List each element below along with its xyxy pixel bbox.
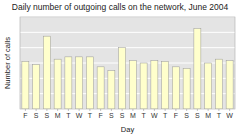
x-tick — [100, 109, 101, 111]
bar — [183, 68, 190, 109]
bar — [162, 61, 169, 109]
plot-frame — [20, 17, 235, 109]
x-tick — [68, 109, 69, 111]
x-tick-label: M — [130, 112, 136, 119]
bar — [151, 61, 158, 109]
x-tick-label: W — [226, 112, 233, 119]
x-tick — [218, 109, 219, 111]
x-tick-label: T — [217, 112, 222, 119]
bar — [97, 67, 104, 109]
bar — [33, 65, 40, 109]
x-tick-label: T — [88, 112, 93, 119]
bar — [86, 57, 93, 109]
chart-container: FSSMTWTFSSMTWTFSSMTWDaily number of outg… — [0, 0, 240, 137]
x-tick — [79, 109, 80, 111]
x-tick-label: F — [174, 112, 178, 119]
x-tick-label: S — [195, 112, 200, 119]
x-tick — [165, 109, 166, 111]
bar — [43, 36, 50, 109]
bar — [54, 59, 61, 109]
grid-line — [20, 93, 235, 94]
bar — [119, 48, 126, 109]
bar — [194, 29, 201, 110]
y-axis-label: Number of calls — [3, 37, 12, 89]
x-tick-label: T — [66, 112, 71, 119]
grid-line — [20, 32, 235, 33]
x-tick-label: S — [109, 112, 114, 119]
x-tick — [197, 109, 198, 111]
x-tick — [111, 109, 112, 111]
grid-line — [20, 47, 235, 48]
x-tick-label: T — [163, 112, 168, 119]
x-tick — [36, 109, 37, 111]
x-tick — [57, 109, 58, 111]
x-tick-label: S — [120, 112, 125, 119]
x-tick-label: M — [205, 112, 211, 119]
x-tick-label: F — [23, 112, 27, 119]
x-tick-label: S — [184, 112, 189, 119]
x-tick — [25, 109, 26, 111]
x-tick — [186, 109, 187, 111]
x-tick-label: S — [34, 112, 39, 119]
x-tick-label: W — [151, 112, 158, 119]
chart-title: Daily number of outgoing calls on the ne… — [12, 2, 229, 12]
bar — [129, 61, 136, 109]
plot-background — [20, 17, 235, 109]
x-tick — [122, 109, 123, 111]
bar — [108, 71, 115, 109]
bar — [226, 61, 233, 109]
x-tick — [229, 109, 230, 111]
bar — [65, 57, 72, 109]
x-tick — [175, 109, 176, 111]
x-tick-label: W — [76, 112, 83, 119]
bar — [76, 57, 83, 109]
x-tick-label: T — [141, 112, 146, 119]
x-tick — [208, 109, 209, 111]
grid-line — [20, 63, 235, 64]
bar — [215, 59, 222, 109]
x-tick-label: M — [55, 112, 61, 119]
x-tick — [132, 109, 133, 111]
grid-line — [20, 78, 235, 79]
bar — [172, 67, 179, 109]
x-tick-label: S — [45, 112, 50, 119]
x-tick — [89, 109, 90, 111]
bar — [140, 63, 147, 109]
x-tick — [154, 109, 155, 111]
x-axis-label: Day — [121, 125, 135, 134]
x-tick-label: F — [98, 112, 102, 119]
x-tick — [46, 109, 47, 111]
bar — [205, 63, 212, 109]
bars — [22, 29, 233, 110]
x-tick — [143, 109, 144, 111]
bar — [22, 61, 29, 109]
chart-svg: FSSMTWTFSSMTWTFSSMTWDaily number of outg… — [0, 0, 240, 137]
